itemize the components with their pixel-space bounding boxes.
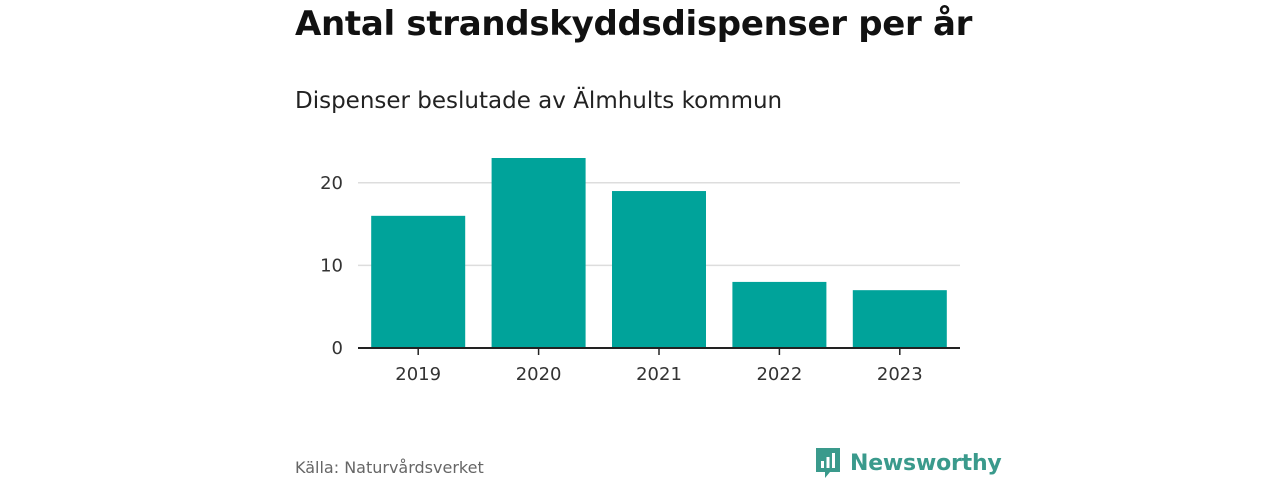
bar — [852, 290, 947, 348]
x-tick-label: 2020 — [516, 364, 562, 385]
bar-chart: 0 10 20 2019 2020 2021 2022 2023 — [320, 158, 960, 385]
bar — [732, 281, 827, 348]
x-tick-label: 2023 — [877, 364, 923, 385]
newsworthy-logo-icon — [816, 448, 840, 478]
chart-title: Antal strandskyddsdispenser per år — [295, 4, 973, 44]
bar — [371, 215, 466, 348]
y-tick-label: 10 — [320, 255, 343, 276]
bar — [491, 158, 586, 348]
chart-subtitle: Dispenser beslutade av Älmhults kommun — [295, 88, 783, 114]
bar — [612, 191, 706, 348]
x-tick-label: 2019 — [395, 364, 441, 385]
x-tick-label: 2022 — [756, 364, 802, 385]
y-tick-label: 0 — [332, 338, 343, 359]
brand-name: Newsworthy — [850, 450, 1002, 476]
y-tick-label: 20 — [320, 173, 343, 194]
x-tick-label: 2021 — [636, 364, 682, 385]
source-note: Källa: Naturvårdsverket — [295, 458, 484, 477]
brand-logo: Newsworthy — [814, 446, 1002, 480]
